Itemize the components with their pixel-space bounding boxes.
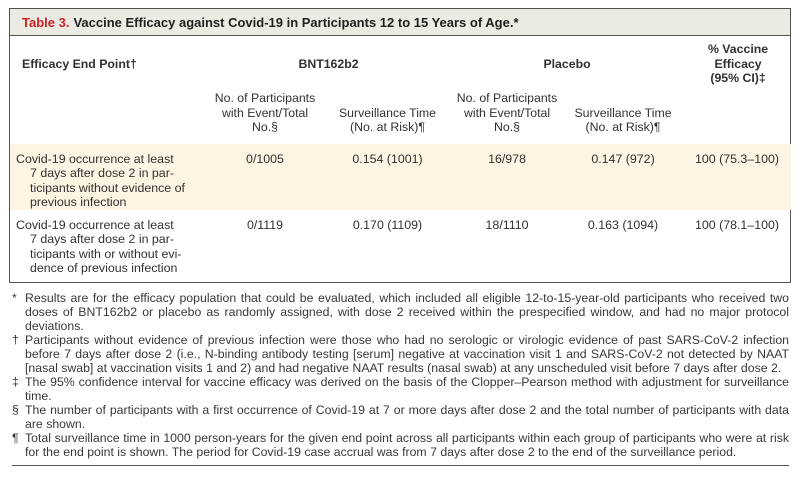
footnote-text: Participants without evidence of previou… <box>25 332 789 375</box>
endpoint-text: Covid-19 occurrence at least 7 days afte… <box>16 217 182 276</box>
vaccine-efficacy-cell: 100 (75.3–100) <box>683 143 792 210</box>
footnote-text: The 95% confidence interval for vaccine … <box>25 374 789 403</box>
table-title-text: Vaccine Efficacy against Covid-19 in Par… <box>73 15 519 30</box>
footnote-symbol: ¶ <box>12 430 19 445</box>
endpoint-text: Covid-19 occurrence at least 7 days afte… <box>16 151 185 210</box>
group-header-row: Efficacy End Point† BNT162b2 Placebo % V… <box>10 36 791 86</box>
footnote: ‡ The 95% confidence interval for vaccine… <box>12 375 789 403</box>
subheader-bnt-participants: No. of Participants with Event/Total No.… <box>214 91 316 134</box>
vaccine-efficacy-cell: 100 (78.1–100) <box>694 217 780 232</box>
bnt-surveillance-cell: 0.170 (1109) <box>352 217 423 232</box>
subheader-spacer <box>10 86 206 144</box>
table-row: Covid-19 occurrence at least 7 days afte… <box>10 143 792 210</box>
footnotes: * Results are for the efficacy population… <box>9 283 791 466</box>
column-header-endpoint: Efficacy End Point† <box>22 56 137 71</box>
table-row: Covid-19 occurrence at least 7 days afte… <box>10 210 791 282</box>
footnote: * Results are for the efficacy population… <box>12 291 789 333</box>
subheader-placebo-participants: No. of Participants with Event/Total No.… <box>456 91 558 134</box>
table-number-label: Table 3. <box>22 15 70 30</box>
subheader-placebo-surveillance: Surveillance Time (No. at Risk)¶ <box>574 105 672 135</box>
footnote-text: Results are for the efficacy population … <box>25 290 789 333</box>
placebo-events-cell: 18/1110 <box>485 217 529 232</box>
column-header-vaccine-efficacy: % Vaccine Efficacy (95% CI)‡ <box>707 42 769 85</box>
footnote: ¶ Total surveillance time in 1000 person-… <box>12 431 789 459</box>
nejm-table-figure: Table 3. Vaccine Efficacy against Covid-1… <box>9 8 792 466</box>
group-header-bnt162b2: BNT162b2 <box>298 56 359 71</box>
subheader-spacer <box>683 86 791 144</box>
placebo-events-cell: 16/978 <box>451 143 564 210</box>
subheader-bnt-surveillance: Surveillance Time (No. at Risk)¶ <box>338 105 437 135</box>
table-title: Table 3. Vaccine Efficacy against Covid-1… <box>10 9 790 36</box>
footnote: † Participants without evidence of previo… <box>12 333 789 375</box>
placebo-surveillance-cell: 0.163 (1094) <box>587 217 659 232</box>
bnt-events-cell: 0/1119 <box>246 217 284 232</box>
efficacy-table: Efficacy End Point† BNT162b2 Placebo % V… <box>10 36 792 282</box>
footnote-symbol: † <box>12 332 19 347</box>
endpoint-cell: Covid-19 occurrence at least 7 days afte… <box>10 143 206 210</box>
footnote-text: Total surveillance time in 1000 person-y… <box>25 430 789 459</box>
bnt-events-cell: 0/1005 <box>206 143 324 210</box>
bottom-rule <box>12 464 789 466</box>
table-3-panel: Table 3. Vaccine Efficacy against Covid-1… <box>9 8 792 283</box>
footnote-symbol: ‡ <box>12 374 19 389</box>
endpoint-cell: Covid-19 occurrence at least 7 days afte… <box>10 210 206 282</box>
group-header-placebo: Placebo <box>543 56 591 71</box>
footnote: § The number of participants with a first… <box>12 403 789 431</box>
subheader-row: No. of Participants with Event/Total No.… <box>10 86 791 144</box>
placebo-surveillance-cell: 0.147 (972) <box>563 143 684 210</box>
bnt-surveillance-cell: 0.154 (1001) <box>324 143 452 210</box>
footnote-symbol: * <box>12 290 17 305</box>
footnote-text: The number of participants with a first … <box>25 402 789 431</box>
footnote-symbol: § <box>12 402 19 417</box>
